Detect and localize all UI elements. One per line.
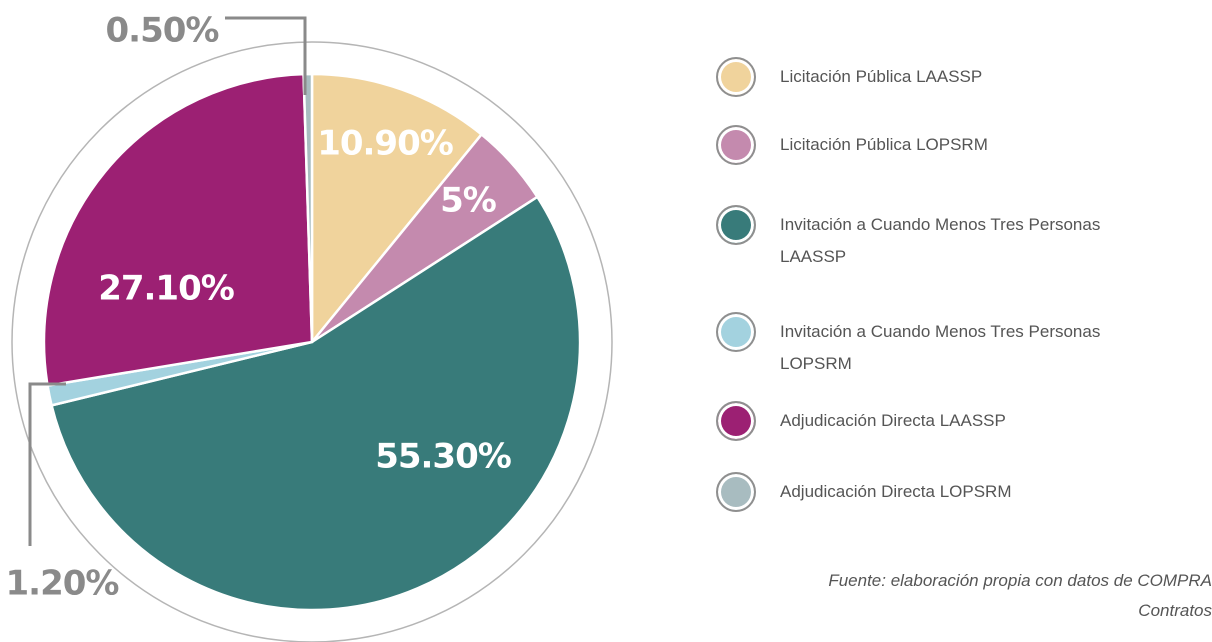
legend-label: Invitación a Cuando Menos Tres Personas … [780,322,1101,373]
legend-swatch [716,57,756,97]
legend-swatch [716,125,756,165]
legend-item: Invitación a Cuando Menos Tres Personas … [716,205,1145,273]
legend-swatch [716,312,756,352]
outer-ring [11,41,613,642]
data-label: 5% [440,181,496,221]
data-label: 10.90% [317,124,453,164]
legend-item: Licitación Pública LOPSRM [716,125,1145,165]
legend-label: Licitación Pública LAASSP [780,67,983,86]
data-label: 55.30% [375,437,511,477]
legend-item: Adjudicación Directa LOPSRM [716,472,1145,512]
legend-item: Invitación a Cuando Menos Tres Personas … [716,312,1145,380]
legend-label: Adjudicación Directa LOPSRM [780,482,1012,501]
legend-swatch [716,472,756,512]
legend-swatch [716,205,756,245]
pie-slice [310,72,484,346]
legend: Licitación Pública LAASSP Licitación Públ… [716,0,1212,642]
data-label: 27.10% [98,269,234,309]
legend-swatch [716,401,756,441]
legend-label: Adjudicación Directa LAASSP [780,411,1006,430]
pie-slice [50,195,582,612]
source-note: Fuente: elaboración propia con datos de … [672,566,1212,626]
legend-label: Invitación a Cuando Menos Tres Personas … [780,215,1101,266]
leader-line [225,16,307,95]
data-label: 0.50% [106,11,219,51]
legend-label: Licitación Pública LOPSRM [780,135,988,154]
data-label: 1.20% [6,564,119,604]
source-line: Fuente: elaboración propia con datos de … [828,571,1212,590]
legend-item: Adjudicación Directa LAASSP [716,401,1145,441]
legend-item: Licitación Pública LAASSP [716,57,1145,97]
leader-line [28,382,66,546]
pie-slice [42,72,314,388]
labels: 10.90% 5% 55.30% 1.20% 27.10% 0.50% [6,11,512,604]
slices [42,72,582,612]
source-line: Contratos [1138,601,1212,620]
